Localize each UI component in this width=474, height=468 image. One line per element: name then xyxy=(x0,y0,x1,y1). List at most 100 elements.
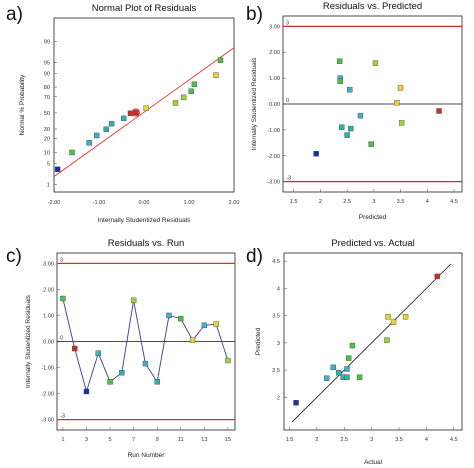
y-tick-label: 4 xyxy=(277,286,280,292)
x-tick-label: 9 xyxy=(156,437,159,443)
data-point xyxy=(336,58,343,64)
zero-label: 0 xyxy=(60,336,63,342)
y-tick-label: 3 xyxy=(277,341,280,347)
x-tick-label: 1.5 xyxy=(290,199,298,205)
x-tick-label: 2.5 xyxy=(343,199,351,205)
data-point xyxy=(368,141,374,147)
data-point xyxy=(143,105,149,111)
data-point xyxy=(313,150,319,157)
data-point xyxy=(434,273,441,280)
y-tick-label: -1.00 xyxy=(41,366,54,372)
data-point xyxy=(213,321,219,327)
data-point xyxy=(384,337,390,343)
x-tick-label: 2.00 xyxy=(229,200,240,206)
data-point xyxy=(344,366,350,372)
y-tick-label: 30 xyxy=(44,127,50,133)
y-tick-label: 2.5 xyxy=(272,368,280,374)
x-axis-label: Internally Studentized Residuals xyxy=(98,217,192,224)
plot-frame xyxy=(53,17,235,193)
y-axis-label: Internally Studentized Residuals xyxy=(25,294,32,388)
y-tick-label: -3.00 xyxy=(267,180,280,186)
data-point xyxy=(330,364,336,371)
x-tick-label: 1 xyxy=(61,437,64,443)
data-point xyxy=(121,115,127,122)
y-tick-label: 1.00 xyxy=(43,313,54,319)
x-tick-label: 4.5 xyxy=(450,437,458,443)
y-tick-label: 2.00 xyxy=(43,287,54,293)
x-axis-label: Run Number xyxy=(128,452,166,459)
data-point xyxy=(324,375,330,381)
y-tick-label: 2 xyxy=(277,395,280,401)
data-point xyxy=(178,315,184,322)
panel-label-a: a) xyxy=(6,4,23,25)
x-tick-label: 0.00 xyxy=(139,200,150,206)
data-point xyxy=(107,379,113,385)
x-axis-label: Actual xyxy=(364,459,383,466)
zero-label: 0 xyxy=(286,98,289,104)
data-point xyxy=(402,314,409,320)
chart-title: Predicted vs. Actual xyxy=(331,238,414,249)
data-point xyxy=(356,374,363,380)
data-point xyxy=(83,388,90,395)
x-tick-label: 11 xyxy=(178,437,184,443)
data-point xyxy=(357,112,364,119)
data-point xyxy=(213,72,219,78)
residuals-vs-predicted-panel: Residuals vs. Predicted 1.5 2 2.5 3 3.5 4 4.5 -3… xyxy=(251,1,463,221)
data-point xyxy=(390,319,397,325)
data-point xyxy=(180,94,187,101)
x-tick-label: 3 xyxy=(370,437,373,443)
panel-label-c: c) xyxy=(6,246,22,267)
y-axis-label: Normal % Probability xyxy=(19,74,26,135)
data-point xyxy=(344,374,350,380)
data-point xyxy=(127,110,134,116)
limit-label: 3 xyxy=(286,20,289,26)
reference-line xyxy=(291,263,452,423)
data-point xyxy=(103,126,109,132)
highlight-ring xyxy=(131,108,140,117)
y-tick-label: 1.00 xyxy=(269,76,280,82)
plot-frame xyxy=(283,252,463,431)
y-tick-label: 20 xyxy=(44,137,50,143)
panel-label-d: d) xyxy=(246,246,263,267)
x-axis-label: Predicted xyxy=(359,214,387,221)
x-tick-label: 1.5 xyxy=(286,437,294,443)
predicted-vs-actual-panel: Predicted vs. Actual 1.5 2 2.5 3 3.5 4 4.5 2 2.5 3… xyxy=(255,238,463,466)
panel-label-b: b) xyxy=(246,4,263,25)
data-point xyxy=(225,357,231,364)
y-tick-label: 70 xyxy=(44,95,50,101)
y-tick-label: 99 xyxy=(44,39,50,45)
x-tick-label: 5 xyxy=(108,437,111,443)
x-tick-label: 4 xyxy=(426,199,429,205)
y-tick-label: 2.00 xyxy=(269,50,280,56)
y-tick-label: 3.00 xyxy=(269,24,280,30)
y-tick-label: -2.00 xyxy=(41,392,54,398)
data-point xyxy=(349,342,356,349)
data-point xyxy=(133,109,139,116)
y-tick-label: -1.00 xyxy=(267,128,280,134)
data-point xyxy=(71,345,78,352)
x-tick-label: 1.00 xyxy=(184,200,195,206)
data-point xyxy=(166,312,172,319)
y-tick-label: 5 xyxy=(47,161,50,167)
series-line xyxy=(62,298,229,394)
y-axis-label: Internally Studentized Residuals xyxy=(251,57,258,151)
x-tick-label: 3.5 xyxy=(397,199,405,205)
y-tick-label: 95 xyxy=(44,60,50,66)
y-tick-label: 0.00 xyxy=(43,340,54,346)
x-tick-label: 3 xyxy=(85,437,88,443)
y-axis-label: Predicted xyxy=(255,327,262,355)
limit-label: -3 xyxy=(60,414,65,420)
y-tick-label: 1 xyxy=(47,182,50,188)
data-point xyxy=(339,124,345,130)
y-tick-label: 10 xyxy=(44,150,50,156)
x-tick-label: 4.5 xyxy=(450,199,458,205)
y-tick-label: 90 xyxy=(44,72,50,78)
data-point xyxy=(385,314,391,320)
y-tick-label: 50 xyxy=(44,111,50,117)
fit-line xyxy=(53,47,235,177)
data-point xyxy=(119,370,125,376)
data-point xyxy=(397,85,404,91)
data-point xyxy=(372,60,379,66)
x-tick-label: -2.00 xyxy=(48,200,61,206)
